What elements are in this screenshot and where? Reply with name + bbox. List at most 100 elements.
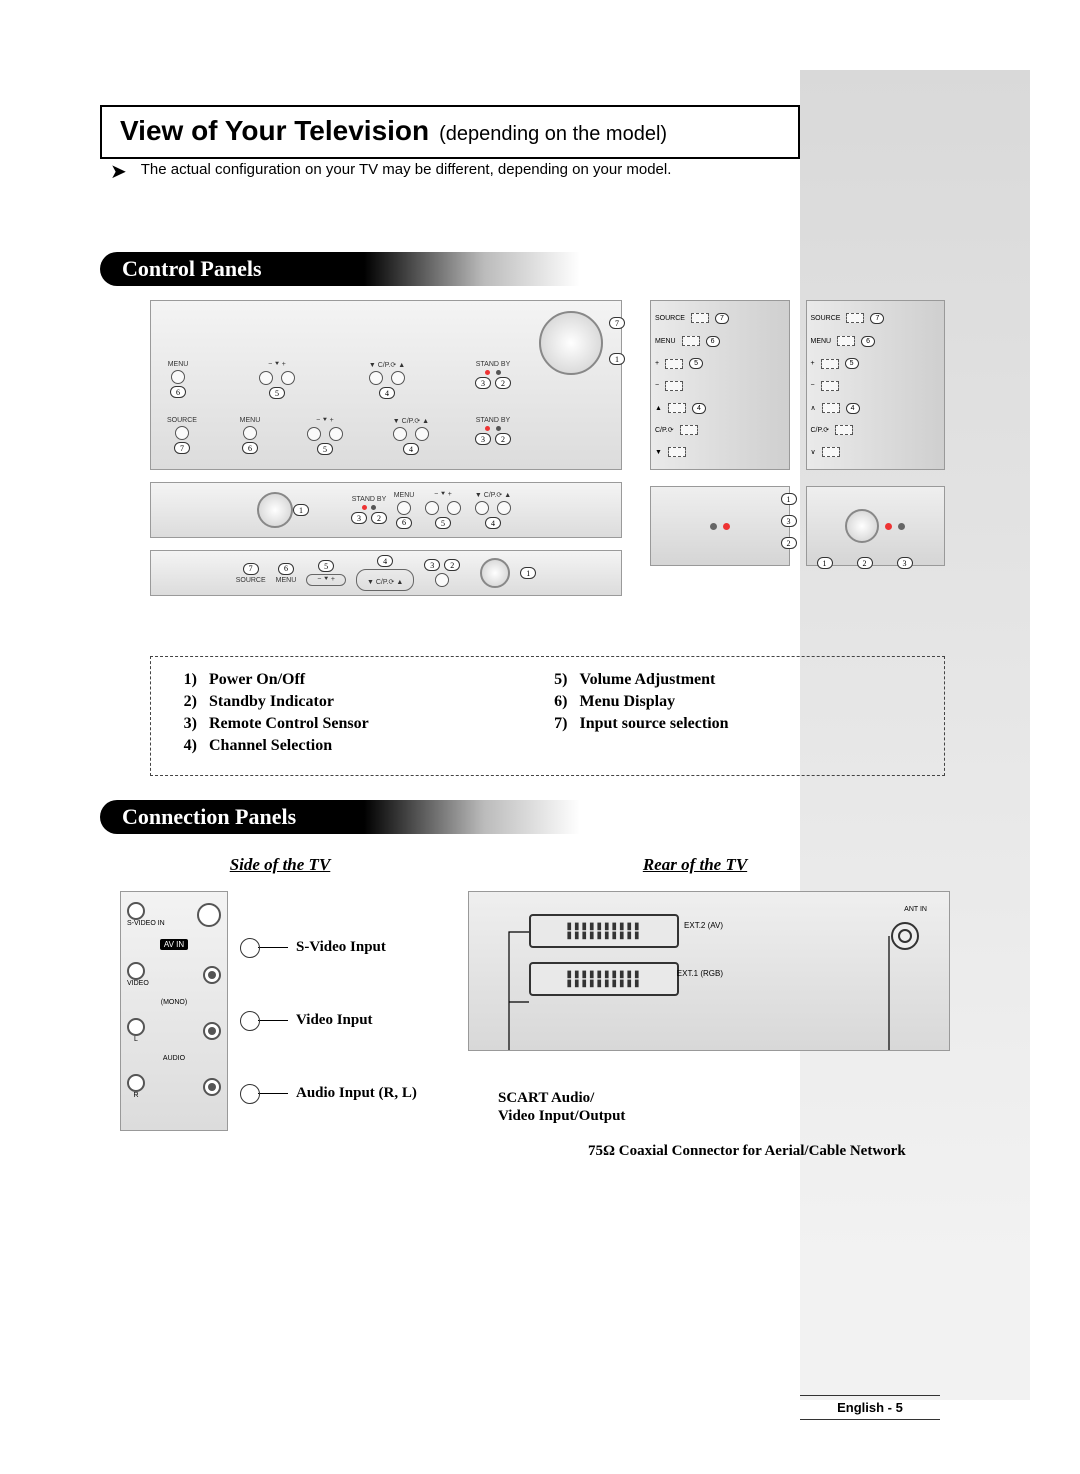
jack-icon [127, 962, 145, 980]
num-badge: 4 [403, 443, 419, 455]
num-badge: 3 [424, 559, 440, 571]
num-badge: 7 [609, 317, 625, 329]
front-panel-a: 7 1 MENU6 − ⯆ +5 ▼ C/P.⟳ ▲4 STAND BY32 [150, 300, 622, 470]
panel-button [435, 573, 449, 587]
callout-text: S-Video Input [296, 939, 386, 956]
btn-label: C/P.⟳ [811, 426, 830, 434]
btn-label: − ⯆ + [268, 361, 286, 369]
jack-icon [127, 1074, 145, 1092]
btn-label: SOURCE [811, 315, 841, 322]
side-callouts: S-Video Input Video Input Audio Input (R… [258, 891, 438, 1160]
sensor-dot-icon [710, 523, 717, 530]
num-badge: 2 [495, 377, 511, 389]
avin-badge: AV IN [160, 939, 188, 950]
panel-button [397, 501, 411, 515]
btn-label: − ⯆ + [434, 491, 452, 499]
btn-label: ▼ C/P.⟳ ▲ [367, 579, 403, 586]
panel-button [668, 447, 686, 457]
btn-label: ∧ [811, 404, 816, 412]
panel-button [691, 313, 709, 323]
panel-button [837, 336, 855, 346]
speaker-icon [480, 558, 510, 588]
legend-text: Input source selection [580, 715, 729, 733]
legend-num: 7) [548, 715, 568, 733]
panel-button [822, 403, 840, 413]
standby-led-icon [885, 523, 892, 530]
lead-line-icon [258, 1020, 288, 1021]
btn-label: MENU [811, 338, 832, 345]
num-badge: 5 [689, 358, 703, 369]
leader-lines-icon [469, 892, 949, 1050]
front-panel-b: 1 STAND BY32 MENU6 − ⯆ +5 ▼ C/P.⟳ ▲4 [150, 482, 622, 538]
btn-label: ▲ [655, 405, 662, 412]
btn-label: ▼ C/P.⟳ ▲ [393, 417, 429, 425]
num-badge: 6 [861, 336, 875, 347]
panel-button [821, 359, 839, 369]
sensor-dot-icon [371, 505, 376, 510]
rear-of-tv-label: Rear of the TV [440, 855, 950, 875]
num-badge: 4 [846, 403, 860, 414]
btn-label: − ⯆ + [316, 417, 334, 425]
panel-button [668, 403, 686, 413]
title-container: View of Your Television (depending on th… [100, 105, 800, 159]
btn-label: ▼ C/P.⟳ ▲ [369, 361, 405, 369]
panel-button [497, 501, 511, 515]
num-badge: 7 [870, 313, 884, 324]
panel-button [259, 371, 273, 385]
num-badge: 7 [715, 313, 729, 324]
legend-text: Volume Adjustment [580, 671, 716, 689]
num-badge: 1 [609, 353, 625, 365]
side-panel-b: SOURCE7 MENU6 +5 − ∧4 C/P.⟳ ∨ [806, 300, 946, 470]
legend-text: Channel Selection [209, 737, 332, 755]
side-panel-drawing: S-VIDEO IN AV IN VIDEO (MONO) L [120, 891, 228, 1131]
btn-label: − ⯆ + [317, 576, 335, 584]
num-badge: 6 [278, 563, 294, 575]
panel-button [447, 501, 461, 515]
num-badge: 6 [396, 517, 412, 529]
btn-label: MENU [240, 417, 261, 424]
num-badge: 3 [475, 377, 491, 389]
standby-led-icon [485, 370, 490, 375]
bottom-panel-a: 1 3 2 [650, 486, 790, 566]
num-badge: 4 [692, 403, 706, 414]
jack-icon [127, 902, 145, 920]
callout-text: Audio Input (R, L) [296, 1085, 417, 1102]
note-arrow-icon: ➤ [110, 162, 127, 182]
btn-label: + [655, 360, 659, 367]
standby-led-icon [485, 426, 490, 431]
page: View of Your Television (depending on th… [0, 0, 1080, 1474]
panel-button [475, 501, 489, 515]
num-badge: 2 [444, 559, 460, 571]
btn-label: MENU [655, 338, 676, 345]
legend-col-left: 1)Power On/Off 2)Standby Indicator 3)Rem… [177, 671, 548, 759]
control-legend: 1)Power On/Off 2)Standby Indicator 3)Rem… [150, 656, 945, 776]
num-badge: 3 [475, 433, 491, 445]
num-badge: 7 [243, 563, 259, 575]
num-badge: 2 [857, 557, 873, 569]
num-badge: 1 [781, 493, 797, 505]
panel-button [822, 447, 840, 457]
num-badge: 7 [174, 442, 190, 454]
btn-label: ▼ C/P.⟳ ▲ [475, 491, 511, 499]
btn-label: MENU [168, 361, 189, 368]
btn-label: MENU [276, 577, 297, 584]
rear-callouts: SCART Audio/ Video Input/Output 75Ω Coax… [468, 1089, 950, 1160]
panel-button [391, 371, 405, 385]
num-badge: 2 [781, 537, 797, 549]
section-control-panels: Control Panels [100, 252, 580, 286]
lead-line-icon [258, 1093, 288, 1094]
panel-button [665, 359, 683, 369]
btn-label: − [655, 382, 659, 389]
control-right-column: SOURCE7 MENU6 +5 − ▲4 C/P.⟳ ▼ SOURCE7 ME… [650, 300, 945, 630]
lead-line-icon [258, 947, 288, 948]
btn-label: STAND BY [476, 417, 511, 424]
callout-text: 75Ω Coaxial Connector for Aerial/Cable N… [588, 1143, 950, 1160]
note-text: The actual configuration on your TV may … [141, 160, 672, 182]
num-badge: 6 [242, 442, 258, 454]
control-panels-figure: 7 1 MENU6 − ⯆ +5 ▼ C/P.⟳ ▲4 STAND BY32 [150, 300, 945, 630]
num-badge: 2 [495, 433, 511, 445]
speaker-icon [257, 492, 293, 528]
rear-panel-wrap: ▮▮▮▮▮▮▮▮▮▮▮▮▮▮▮▮▮▮▮▮ EXT.2 (AV) ▮▮▮▮▮▮▮▮… [468, 891, 950, 1160]
btn-label: C/P.⟳ [655, 426, 674, 434]
num-badge: 4 [377, 555, 393, 567]
